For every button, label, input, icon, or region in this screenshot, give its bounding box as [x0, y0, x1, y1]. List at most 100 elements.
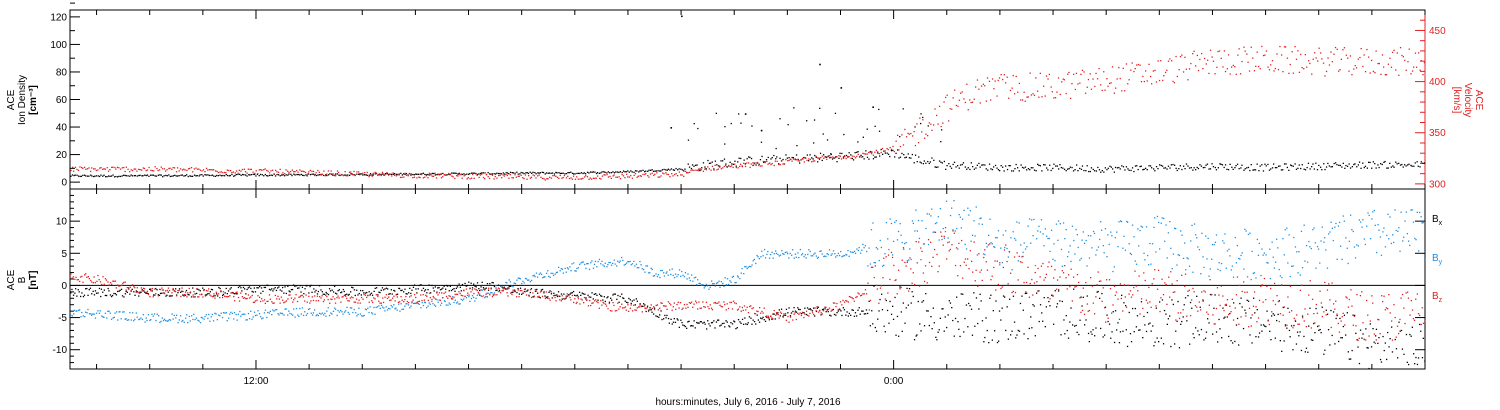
data-point — [1282, 306, 1284, 309]
data-point — [340, 309, 342, 312]
data-point — [1252, 272, 1254, 274]
data-point — [689, 171, 691, 173]
data-point — [636, 307, 638, 309]
data-point — [858, 307, 860, 309]
data-point — [484, 289, 486, 291]
data-point — [528, 294, 530, 296]
data-point — [1159, 301, 1161, 303]
bottom-panel-frame — [69, 188, 1426, 370]
data-point — [497, 290, 499, 293]
data-point — [759, 165, 762, 167]
data-point — [1209, 293, 1212, 296]
data-point — [491, 292, 493, 294]
data-point — [502, 287, 504, 289]
data-point — [600, 295, 602, 297]
data-point — [1003, 170, 1005, 172]
data-point — [1077, 83, 1079, 85]
data-point — [934, 166, 936, 168]
data-point — [749, 156, 751, 159]
data-point — [1418, 52, 1420, 54]
data-point — [1268, 169, 1271, 171]
scatter-spike — [787, 124, 789, 126]
data-point — [1405, 333, 1408, 336]
data-point — [743, 159, 745, 161]
data-point — [1377, 62, 1379, 65]
data-point — [1111, 235, 1113, 237]
data-point — [271, 314, 273, 316]
data-point — [1010, 237, 1012, 239]
data-point — [86, 312, 88, 314]
data-point — [183, 168, 185, 170]
data-point — [1071, 166, 1073, 169]
data-point — [249, 168, 251, 171]
data-point — [851, 251, 853, 253]
data-point — [162, 319, 165, 322]
data-point — [857, 309, 859, 311]
data-point — [321, 173, 323, 175]
data-point — [627, 302, 629, 304]
data-point — [1390, 242, 1392, 245]
data-point — [1270, 339, 1272, 341]
data-point — [1246, 299, 1248, 301]
data-point — [1182, 316, 1184, 318]
data-point — [1134, 165, 1137, 167]
data-point — [193, 291, 195, 293]
data-point — [683, 276, 686, 278]
data-point — [94, 290, 97, 292]
bottom-left-tick-label: -10 — [53, 345, 68, 356]
data-point — [699, 168, 701, 170]
data-point — [934, 222, 937, 225]
data-point — [1309, 62, 1311, 65]
data-point — [302, 170, 304, 172]
data-point — [321, 291, 323, 293]
outlier-point — [760, 129, 763, 132]
data-point — [703, 306, 705, 308]
data-point — [267, 300, 269, 302]
data-point — [382, 301, 385, 304]
data-point — [755, 262, 757, 265]
data-point — [842, 255, 844, 257]
data-point — [487, 289, 490, 291]
data-point — [382, 289, 385, 291]
data-point — [731, 165, 733, 167]
data-point — [563, 293, 565, 295]
data-point — [833, 157, 835, 159]
data-point — [384, 173, 387, 176]
data-point — [762, 160, 765, 163]
data-point — [1361, 226, 1363, 228]
data-point — [240, 174, 242, 176]
data-point — [101, 283, 103, 286]
data-point — [526, 290, 528, 292]
data-point — [532, 292, 534, 294]
data-point — [347, 300, 349, 302]
data-point — [342, 296, 344, 298]
data-point — [634, 265, 636, 267]
data-point — [549, 276, 551, 278]
data-point — [413, 302, 416, 304]
data-point — [94, 175, 96, 177]
data-point — [1379, 236, 1382, 238]
data-point — [98, 279, 100, 281]
data-point — [605, 303, 607, 305]
data-point — [586, 263, 588, 265]
data-point — [1049, 305, 1051, 307]
data-point — [1152, 325, 1154, 327]
data-point — [279, 302, 281, 304]
data-point — [1356, 244, 1358, 246]
data-point — [1369, 72, 1371, 74]
data-point — [1193, 337, 1195, 339]
data-point — [1164, 167, 1167, 169]
data-point — [1286, 166, 1288, 169]
data-point — [425, 175, 428, 177]
data-point — [479, 293, 481, 295]
data-point — [293, 308, 295, 310]
data-point — [275, 169, 277, 172]
data-point — [166, 175, 168, 177]
data-point — [973, 241, 975, 243]
data-point — [317, 290, 319, 293]
data-point — [478, 288, 480, 290]
data-point — [81, 292, 83, 294]
data-point — [1074, 169, 1076, 171]
data-point — [1306, 166, 1308, 169]
data-point — [350, 173, 352, 175]
